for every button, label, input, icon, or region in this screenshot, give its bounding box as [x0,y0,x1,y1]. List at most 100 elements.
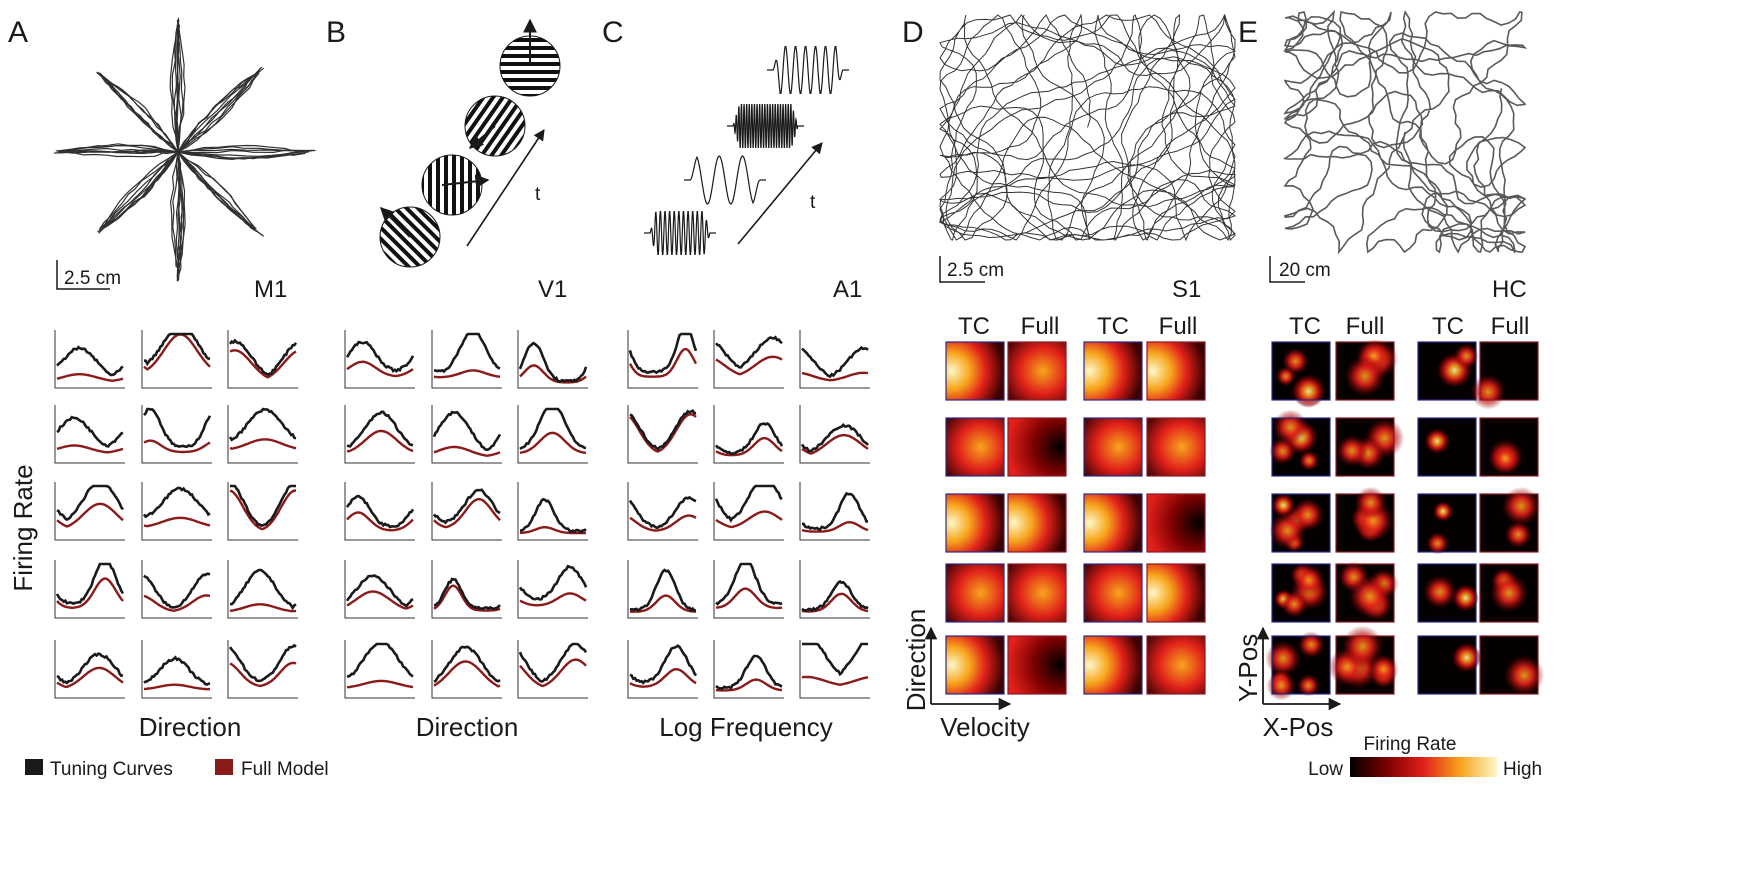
reach-trajectory [175,151,180,279]
legend-swatch-tuning [25,759,43,775]
model-curve [715,678,783,692]
hc-heatmap [1470,341,1539,410]
reach-trajectory [176,151,185,281]
tuning-curve [801,345,869,379]
model-curve [346,429,414,453]
model-curve [56,666,124,689]
s1-heatmap [1146,341,1206,401]
scale-label-e: 20 cm [1279,260,1331,281]
scale-bar-d [939,256,985,283]
tuning-curve-plot [54,640,125,699]
model-curve [346,679,414,689]
tuning-curve [433,645,501,683]
tuning-curve [801,579,869,613]
tuning-curve [433,332,501,374]
tuning-curve [800,423,869,453]
legend: Tuning Curves Full Model [25,759,329,780]
tone-waveform [767,46,849,94]
tuning-curve [143,655,211,687]
model-curve [229,603,297,613]
ylabel-e: Y-Pos [1233,634,1263,702]
tuning-curve-plot [141,640,212,699]
tuning-curve [432,410,502,452]
grating-vertical [422,155,480,215]
tuning-curve [56,652,124,685]
reach-trajectory [99,151,179,230]
model-curve [433,660,501,688]
s1-heatmap [1007,341,1067,401]
tuning-curve [228,338,298,377]
hc-heatmap [1479,563,1539,623]
tuning-curve [518,341,588,383]
tuning-curve-plot [54,560,125,619]
reach-trajectory [177,24,182,153]
colorbar-gradient [1350,757,1497,777]
tuning-curve [56,415,124,448]
tuning-curve [802,642,868,677]
region-label-m1: M1 [254,276,287,303]
reach-trajectory [177,151,259,232]
model-curve [143,594,211,613]
tuning-curve [345,340,415,374]
model-curve [143,516,211,528]
tuning-curve [433,577,501,611]
map-col-e-2: Full [1346,313,1385,340]
map-col-e-1: TC [1289,313,1321,340]
s1-heatmap [1083,563,1143,623]
reach-trajectory [177,151,257,232]
xlabel-d: Velocity [940,712,1030,742]
region-label-s1: S1 [1172,276,1201,303]
tuning-curve-plot [431,330,502,389]
s1-heatmap [1007,417,1067,477]
tuning-curve-grids [54,330,870,699]
reach-trajectory [177,148,308,153]
model-curve [801,520,869,533]
s1-heatmap [1146,563,1206,623]
reach-trajectory [102,151,179,230]
model-curve [629,413,697,453]
scale-label-a: 2.5 cm [64,268,121,289]
panel-letter-a: A [8,16,28,49]
map-col-d-2: Full [1021,313,1060,340]
hc-heatmap [1335,417,1405,477]
tuning-curve-plot [344,330,415,389]
tuning-curve-plot [799,560,870,619]
xlabel-e: X-Pos [1263,712,1334,742]
panel-letter-c: C [602,16,624,49]
model-curve [229,438,297,450]
model-curve [715,587,783,610]
hc-heatmap [1265,631,1331,701]
tuning-curve [56,484,125,522]
tuning-curve-plot [713,405,784,464]
s1-heatmap [1146,635,1206,695]
model-curve [433,369,501,379]
tuning-curve [346,642,414,678]
tuning-curve [56,345,124,377]
tuning-curve-plot [627,482,698,541]
colorbar-title: Firing Rate [1364,734,1457,755]
xlabel-c: Log Frequency [659,712,832,742]
scale-bar-e [1269,256,1305,283]
map-col-e-4: Full [1491,313,1530,340]
axes-d [924,626,1012,711]
model-curve [629,594,696,613]
model-curve [143,439,211,454]
panel-letter-d: D [902,16,924,49]
tuning-curve [143,572,211,609]
colorbar-low-label: Low [1308,759,1343,780]
tuning-curve [714,422,784,455]
model-curve [629,514,697,532]
m1-reach-trajectories [54,17,316,282]
reach-trajectory [177,150,305,161]
map-col-d-4: Full [1159,313,1198,340]
reach-trajectory [177,71,258,153]
hc-heatmap [1328,625,1399,695]
tuning-curve-plot [517,405,588,464]
tuning-curve-plot [54,330,125,389]
reach-trajectory [61,143,179,154]
tuning-curve-plot [713,640,784,699]
model-curve [715,355,783,376]
reach-trajectory [177,151,256,231]
s1-heatmap [1007,635,1067,695]
tuning-curve-plot [344,405,415,464]
